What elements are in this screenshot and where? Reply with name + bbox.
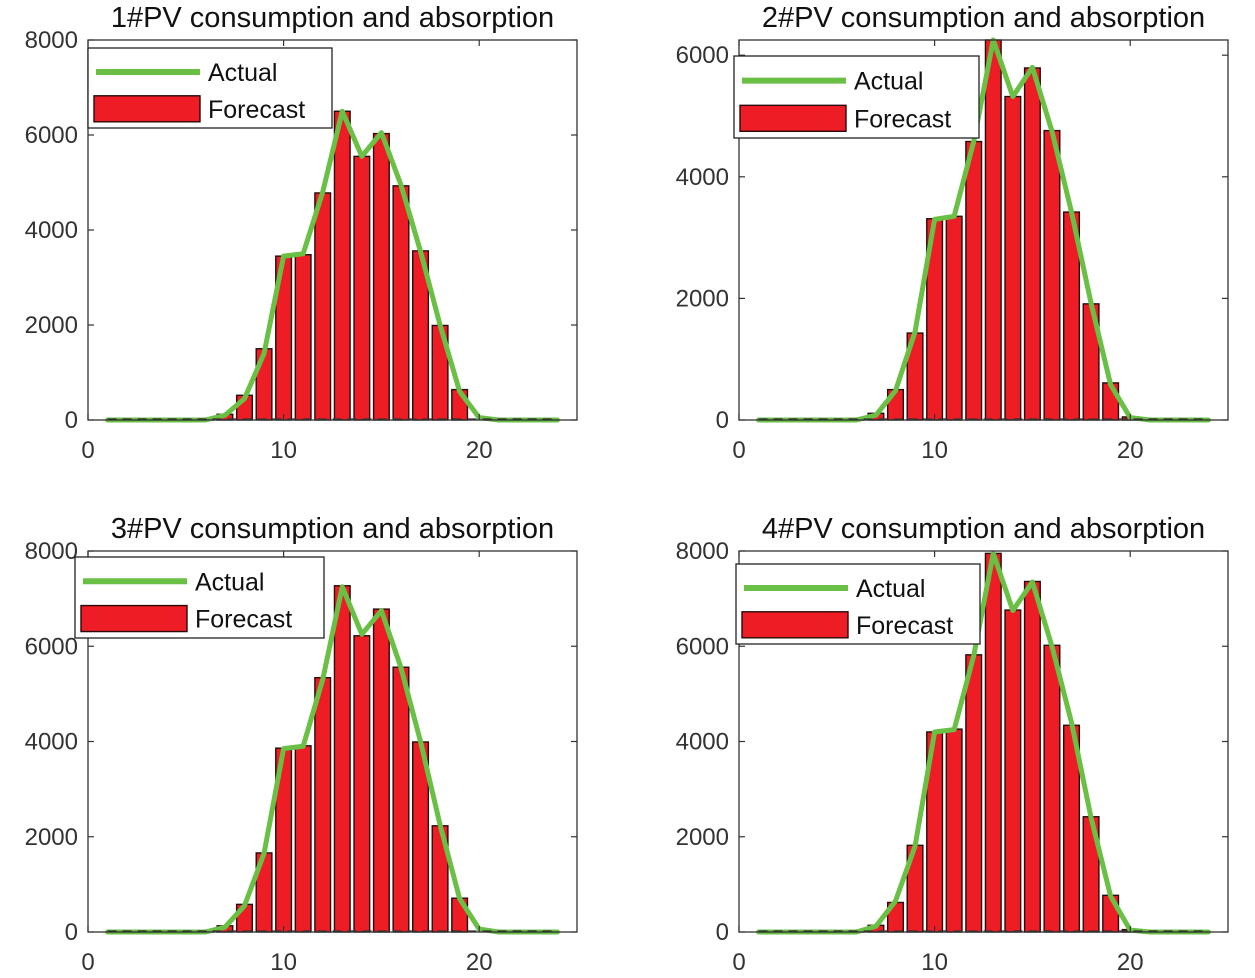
- y-tick-label-2-2000: 2000: [676, 285, 729, 312]
- forecast-bar-2-12: [965, 140, 983, 421]
- forecast-bar-4-11: [945, 728, 963, 933]
- y-tick-label-3-6000: 6000: [25, 633, 78, 660]
- y-tick-label-4-4000: 4000: [676, 729, 729, 756]
- subplot-2: 2#PV consumption and absorption 0 2000 4000…: [676, 2, 1229, 464]
- chart-title-2: 2#PV consumption and absorption: [762, 2, 1205, 34]
- axes-box-2: [738, 39, 1229, 421]
- forecast-bar-3-16: [392, 666, 410, 933]
- legend-swatch-forecast-4: [741, 611, 849, 639]
- y-tick-label-3-0: 0: [65, 919, 78, 946]
- forecast-bar-1-15: [372, 132, 390, 421]
- legend-swatch-forecast-2: [739, 104, 847, 133]
- legend-label-actual-3: Actual: [195, 568, 264, 596]
- subplot-3: 3#PV consumption and absorption 0 2000 4000…: [25, 513, 578, 976]
- subplot-1: 1#PV consumption and absorption 0 2000 4000…: [25, 2, 578, 464]
- y-tick-label-3-8000: 8000: [25, 538, 78, 565]
- subplot-4: 4#PV consumption and absorption 0 2000 4000…: [676, 513, 1229, 976]
- legend-label-forecast-3: Forecast: [195, 606, 292, 634]
- forecast-bar-3-14: [353, 635, 371, 933]
- legend-swatch-forecast-3: [80, 604, 188, 633]
- x-tick-label-4-0: 0: [732, 949, 745, 976]
- y-tick-label-4-6000: 6000: [676, 633, 729, 660]
- actual-line-1: [105, 108, 560, 423]
- x-tick-label-2-10: 10: [921, 437, 948, 464]
- forecast-bar-4-13: [984, 552, 1002, 933]
- x-tick-label-3-0: 0: [81, 949, 94, 976]
- forecast-bar-3-15: [372, 608, 390, 933]
- legend-1: Actual Forecast: [87, 47, 333, 129]
- y-tick-label-1-6000: 6000: [25, 122, 78, 149]
- x-tick-label-4-20: 20: [1117, 949, 1144, 976]
- y-tick-label-1-0: 0: [65, 407, 78, 434]
- legend-4: Actual Forecast: [735, 563, 981, 645]
- forecast-bar-1-12: [314, 192, 332, 421]
- forecast-bar-4-12: [965, 654, 983, 933]
- x-tick-label-1-10: 10: [270, 437, 297, 464]
- x-tick-label-2-0: 0: [732, 437, 745, 464]
- legend-2: Actual Forecast: [733, 55, 980, 139]
- forecast-bar-1-13: [333, 110, 351, 421]
- forecast-bar-1-11: [294, 253, 312, 421]
- legend-label-actual-1: Actual: [208, 59, 277, 87]
- forecast-bar-1-14: [353, 155, 371, 421]
- forecast-bar-2-13: [984, 39, 1002, 421]
- legend-label-forecast-1: Forecast: [208, 96, 305, 124]
- x-tick-label-4-10: 10: [921, 949, 948, 976]
- forecast-bar-1-16: [392, 185, 410, 421]
- forecast-bar-2-15: [1023, 67, 1041, 421]
- legend-label-forecast-2: Forecast: [854, 105, 951, 133]
- forecast-bar-4-15: [1023, 580, 1041, 933]
- chart-title-1: 1#PV consumption and absorption: [111, 2, 554, 34]
- x-tick-label-1-20: 20: [466, 437, 493, 464]
- legend-label-actual-4: Actual: [856, 575, 925, 603]
- x-tick-label-2-20: 20: [1117, 437, 1144, 464]
- forecast-bar-2-14: [1004, 95, 1022, 421]
- forecast-bar-4-14: [1004, 609, 1022, 933]
- y-tick-label-2-0: 0: [716, 407, 729, 434]
- y-tick-label-3-2000: 2000: [25, 824, 78, 851]
- forecast-bar-3-11: [294, 745, 312, 933]
- y-tick-label-1-4000: 4000: [25, 217, 78, 244]
- x-tick-label-3-20: 20: [466, 949, 493, 976]
- x-tick-label-3-10: 10: [270, 949, 297, 976]
- forecast-bar-2-16: [1043, 129, 1061, 421]
- y-tick-label-1-2000: 2000: [25, 312, 78, 339]
- y-tick-label-2-6000: 6000: [676, 42, 729, 69]
- y-tick-label-4-2000: 2000: [676, 824, 729, 851]
- y-tick-label-4-8000: 8000: [676, 538, 729, 565]
- legend-label-actual-2: Actual: [854, 68, 923, 96]
- forecast-bar-3-12: [314, 676, 332, 933]
- forecast-bar-2-11: [945, 215, 963, 421]
- legend-label-forecast-4: Forecast: [856, 612, 953, 640]
- y-tick-label-2-4000: 4000: [676, 164, 729, 191]
- x-tick-label-1-0: 0: [81, 437, 94, 464]
- legend-swatch-forecast-1: [93, 95, 201, 123]
- forecast-bar-3-13: [333, 585, 351, 933]
- legend-3: Actual Forecast: [74, 556, 325, 639]
- chart-title-3: 3#PV consumption and absorption: [111, 513, 554, 545]
- y-tick-label-4-0: 0: [716, 919, 729, 946]
- forecast-bar-4-16: [1043, 644, 1061, 933]
- y-tick-label-1-8000: 8000: [25, 27, 78, 54]
- chart-title-4: 4#PV consumption and absorption: [762, 513, 1205, 545]
- y-tick-label-3-4000: 4000: [25, 729, 78, 756]
